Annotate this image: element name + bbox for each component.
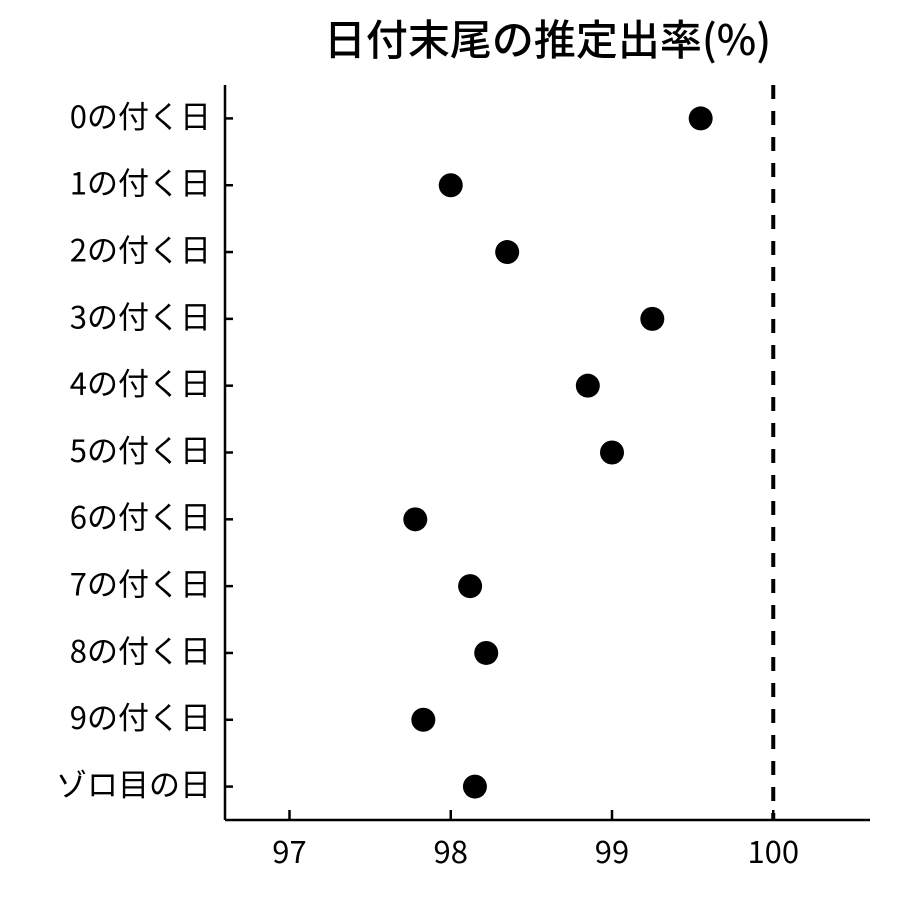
ytick-label: 2の付く日 xyxy=(70,225,211,270)
data-point xyxy=(689,106,713,130)
data-point xyxy=(463,775,487,799)
ytick-label: 3の付く日 xyxy=(70,292,211,337)
data-point xyxy=(640,307,664,331)
xtick-label: 98 xyxy=(434,827,468,872)
chart-title: 日付末尾の推定出率(%) xyxy=(324,7,771,68)
data-point xyxy=(600,441,624,465)
data-point xyxy=(474,641,498,665)
data-point xyxy=(411,708,435,732)
ytick-label: 9の付く日 xyxy=(70,693,211,738)
ytick-label: 7の付く日 xyxy=(70,560,211,605)
ytick-label: 4の付く日 xyxy=(70,359,211,404)
data-point xyxy=(576,374,600,398)
data-point xyxy=(439,173,463,197)
ytick-label: 8の付く日 xyxy=(70,626,211,671)
ytick-label: ゾロ目の日 xyxy=(56,760,211,805)
ytick-label: 1の付く日 xyxy=(70,159,211,204)
xtick-label: 99 xyxy=(595,827,629,872)
ytick-label: 0の付く日 xyxy=(70,92,211,137)
xtick-label: 97 xyxy=(272,827,306,872)
xtick-label: 100 xyxy=(747,827,799,872)
ytick-label: 6の付く日 xyxy=(70,493,211,538)
data-point xyxy=(495,240,519,264)
ytick-label: 5の付く日 xyxy=(70,426,211,471)
data-point xyxy=(403,507,427,531)
data-point xyxy=(458,574,482,598)
